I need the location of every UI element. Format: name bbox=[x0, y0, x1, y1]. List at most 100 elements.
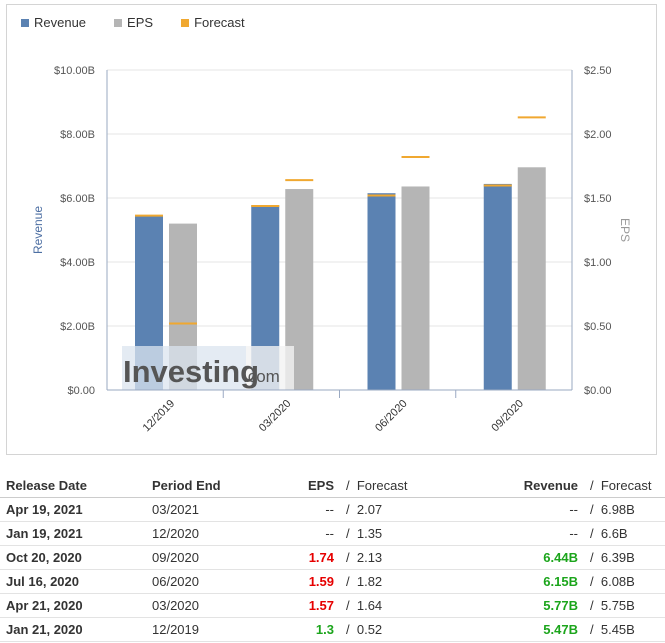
legend-item-forecast[interactable]: Forecast bbox=[181, 15, 245, 30]
legend-item-eps[interactable]: EPS bbox=[114, 15, 153, 30]
revenue-forecast-cell: / 5.75B bbox=[584, 593, 665, 618]
x-tick-label: 12/2019 bbox=[141, 398, 178, 435]
revenue-forecast-cell: / 6.39B bbox=[584, 545, 665, 570]
revenue-bar[interactable] bbox=[483, 183, 512, 390]
period-end-cell: 06/2020 bbox=[146, 569, 278, 594]
earnings-table: Release Date Period End EPS / Forecast R… bbox=[0, 473, 665, 642]
revenue-forecast-value: 6.98B bbox=[600, 502, 635, 517]
col-revenue-sep: / bbox=[590, 477, 594, 493]
revenue-separator: / bbox=[590, 550, 594, 565]
eps-separator: / bbox=[346, 550, 350, 565]
eps-forecast-value: 0.52 bbox=[356, 622, 383, 637]
col-eps-label: EPS bbox=[307, 477, 334, 493]
revenue-actual: 6.44B bbox=[543, 550, 578, 565]
earnings-chart: Investing .com $0.00 $2.00B $4.00B $6.00B $8… bbox=[31, 65, 632, 435]
period-end-cell: 03/2020 bbox=[146, 593, 278, 618]
legend-swatch-forecast bbox=[181, 18, 190, 27]
y2-tick-label: $0.50 bbox=[584, 321, 612, 333]
y-tick-label: $2.00B bbox=[60, 321, 95, 333]
release-date-cell: Jul 16, 2020 bbox=[0, 569, 146, 594]
revenue-forecast-value: 5.75B bbox=[600, 598, 635, 613]
col-revenue-forecast[interactable]: Forecast bbox=[600, 477, 652, 493]
legend-item-revenue[interactable]: Revenue bbox=[21, 15, 86, 30]
eps-actual: 1.59 bbox=[308, 574, 334, 589]
revenue-actual: 6.15B bbox=[543, 574, 578, 589]
x-tick-label: 03/2020 bbox=[257, 398, 294, 435]
y-tick-label: $10.00B bbox=[54, 65, 95, 77]
watermark-text: Investing bbox=[123, 354, 259, 389]
release-date-cell: Jan 21, 2020 bbox=[0, 617, 146, 642]
release-date-cell: Oct 20, 2020 bbox=[0, 545, 146, 570]
revenue-separator: / bbox=[590, 526, 594, 541]
y-axis-title: Revenue bbox=[31, 206, 45, 254]
y2-tick-label: $1.50 bbox=[584, 193, 612, 205]
y2-tick-label: $2.00 bbox=[584, 129, 612, 141]
col-release-date[interactable]: Release Date bbox=[0, 473, 146, 498]
eps-forecast-cell: / 2.13 bbox=[340, 545, 444, 570]
release-date-cell: Apr 19, 2021 bbox=[0, 497, 146, 522]
table-row: Jan 19, 2021 12/2020 -- / 1.35 -- / 6.6B bbox=[0, 521, 665, 546]
revenue-forecast-value: 6.6B bbox=[600, 526, 628, 541]
eps-cell: -- bbox=[278, 497, 340, 522]
col-revenue[interactable]: Revenue bbox=[444, 473, 584, 498]
period-end-cell: 12/2020 bbox=[146, 521, 278, 546]
table-row: Jan 21, 2020 12/2019 1.3 / 0.52 5.47B / 5.45B bbox=[0, 617, 665, 642]
revenue-cell: 5.47B bbox=[444, 617, 584, 642]
revenue-cell: -- bbox=[444, 497, 584, 522]
revenue-cell: -- bbox=[444, 521, 584, 546]
revenue-separator: / bbox=[590, 598, 594, 613]
revenue-separator: / bbox=[590, 574, 594, 589]
y-tick-label: $4.00B bbox=[60, 257, 95, 269]
eps-bar[interactable] bbox=[401, 186, 430, 390]
table-header-row: Release Date Period End EPS / Forecast R… bbox=[0, 473, 665, 498]
legend-label-forecast: Forecast bbox=[194, 15, 245, 30]
eps-cell: 1.74 bbox=[278, 545, 340, 570]
col-revenue-label: Revenue bbox=[523, 477, 578, 493]
eps-forecast-cell: / 2.07 bbox=[340, 497, 444, 522]
eps-cell: 1.57 bbox=[278, 593, 340, 618]
col-eps-forecast[interactable]: Forecast bbox=[356, 477, 408, 493]
eps-cell: 1.59 bbox=[278, 569, 340, 594]
eps-separator: / bbox=[346, 502, 350, 517]
revenue-cell: 6.44B bbox=[444, 545, 584, 570]
release-date-cell: Jan 19, 2021 bbox=[0, 521, 146, 546]
eps-actual: -- bbox=[325, 502, 334, 517]
eps-bar[interactable] bbox=[517, 167, 546, 390]
eps-cell: 1.3 bbox=[278, 617, 340, 642]
y2-tick-label: $1.00 bbox=[584, 257, 612, 269]
col-period-end[interactable]: Period End bbox=[146, 473, 278, 498]
eps-separator: / bbox=[346, 598, 350, 613]
y2-tick-label: $2.50 bbox=[584, 65, 612, 77]
eps-forecast-value: 1.82 bbox=[356, 574, 383, 589]
table-row: Oct 20, 2020 09/2020 1.74 / 2.13 6.44B / 6.39… bbox=[0, 545, 665, 570]
eps-actual: 1.57 bbox=[308, 598, 334, 613]
investing-watermark: Investing .com bbox=[122, 346, 294, 390]
legend-swatch-revenue bbox=[21, 18, 29, 27]
watermark-panel-b bbox=[246, 346, 294, 390]
eps-forecast-value: 1.64 bbox=[356, 598, 383, 613]
legend-label-revenue: Revenue bbox=[34, 15, 87, 30]
col-eps[interactable]: EPS bbox=[278, 473, 340, 498]
revenue-cell: 6.15B bbox=[444, 569, 584, 594]
y-tick-label: $6.00B bbox=[60, 193, 95, 205]
x-tick-label: 06/2020 bbox=[373, 398, 410, 435]
revenue-bar[interactable] bbox=[367, 193, 396, 390]
revenue-forecast-cell: / 6.98B bbox=[584, 497, 665, 522]
chart-panel: Revenue EPS Forecast Investing .com $0.0… bbox=[6, 4, 657, 455]
period-end-cell: 12/2019 bbox=[146, 617, 278, 642]
eps-forecast-cell: / 1.35 bbox=[340, 521, 444, 546]
eps-forecast-cell: / 0.52 bbox=[340, 617, 444, 642]
chart-legend: Revenue EPS Forecast bbox=[21, 15, 245, 30]
eps-forecast-cell: / 1.82 bbox=[340, 569, 444, 594]
revenue-actual: 5.77B bbox=[543, 598, 578, 613]
revenue-actual: -- bbox=[569, 526, 578, 541]
watermark-suffix: .com bbox=[243, 367, 280, 386]
y-tick-label: $0.00 bbox=[67, 385, 95, 397]
legend-swatch-eps bbox=[114, 18, 123, 27]
eps-separator: / bbox=[346, 574, 350, 589]
period-end-cell: 03/2021 bbox=[146, 497, 278, 522]
eps-forecast-value: 2.13 bbox=[356, 550, 383, 565]
revenue-forecast-value: 6.08B bbox=[600, 574, 635, 589]
table-row: Apr 21, 2020 03/2020 1.57 / 1.64 5.77B / 5.75… bbox=[0, 593, 665, 618]
revenue-forecast-value: 5.45B bbox=[600, 622, 635, 637]
